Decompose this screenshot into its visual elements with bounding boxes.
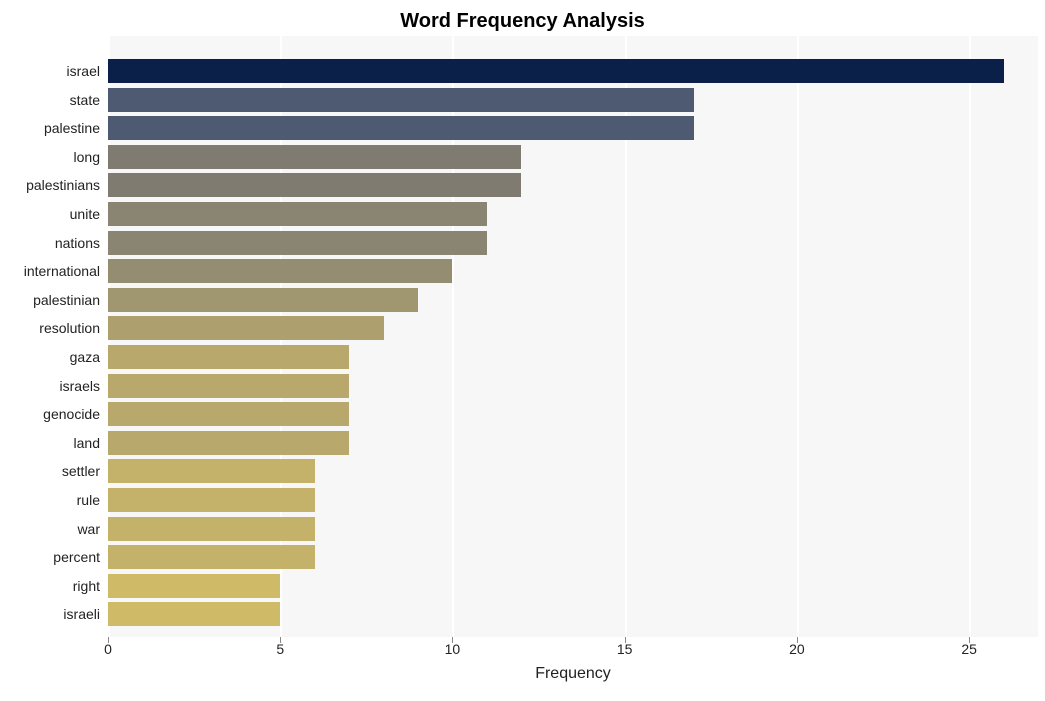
bar-settler	[108, 459, 315, 483]
y-tick-label: palestinians	[0, 173, 100, 197]
x-tick-label: 0	[104, 641, 112, 657]
bar-palestinians	[108, 173, 521, 197]
plot-area	[108, 36, 1038, 637]
bar-international	[108, 259, 452, 283]
word-frequency-chart: Word Frequency Analysis israel state pales…	[0, 0, 1045, 701]
y-tick-label: right	[0, 574, 100, 598]
y-tick-label: palestine	[0, 116, 100, 140]
y-tick-label: percent	[0, 545, 100, 569]
bar-land	[108, 431, 349, 455]
x-axis-label: Frequency	[108, 665, 1038, 683]
bar-unite	[108, 202, 487, 226]
y-tick-label: rule	[0, 488, 100, 512]
bar-nations	[108, 231, 487, 255]
x-tick-label: 10	[445, 641, 461, 657]
bar-state	[108, 88, 694, 112]
bar-palestinian	[108, 288, 418, 312]
bar-right	[108, 574, 280, 598]
bar-war	[108, 517, 315, 541]
chart-title: Word Frequency Analysis	[0, 10, 1045, 33]
y-tick-label: unite	[0, 202, 100, 226]
y-tick-label: state	[0, 88, 100, 112]
x-tick-label: 25	[961, 641, 977, 657]
bar-resolution	[108, 316, 384, 340]
bar-percent	[108, 545, 315, 569]
gridline	[797, 36, 799, 637]
y-tick-label: israel	[0, 59, 100, 83]
y-tick-label: international	[0, 259, 100, 283]
bar-genocide	[108, 402, 349, 426]
x-tick-label: 5	[276, 641, 284, 657]
y-tick-label: long	[0, 145, 100, 169]
bar-palestine	[108, 116, 694, 140]
y-tick-label: land	[0, 431, 100, 455]
x-axis-ticks: 0510152025	[108, 637, 1038, 667]
y-tick-label: israeli	[0, 602, 100, 626]
y-tick-label: nations	[0, 231, 100, 255]
gridline	[969, 36, 971, 637]
bar-israel	[108, 59, 1004, 83]
bar-israeli	[108, 602, 280, 626]
bar-gaza	[108, 345, 349, 369]
x-tick-label: 15	[617, 641, 633, 657]
x-tick-label: 20	[789, 641, 805, 657]
y-tick-label: gaza	[0, 345, 100, 369]
y-tick-label: settler	[0, 459, 100, 483]
y-tick-label: palestinian	[0, 288, 100, 312]
bar-rule	[108, 488, 315, 512]
y-tick-label: genocide	[0, 402, 100, 426]
y-tick-label: resolution	[0, 316, 100, 340]
y-tick-label: war	[0, 517, 100, 541]
bar-long	[108, 145, 521, 169]
bar-israels	[108, 374, 349, 398]
y-tick-label: israels	[0, 374, 100, 398]
